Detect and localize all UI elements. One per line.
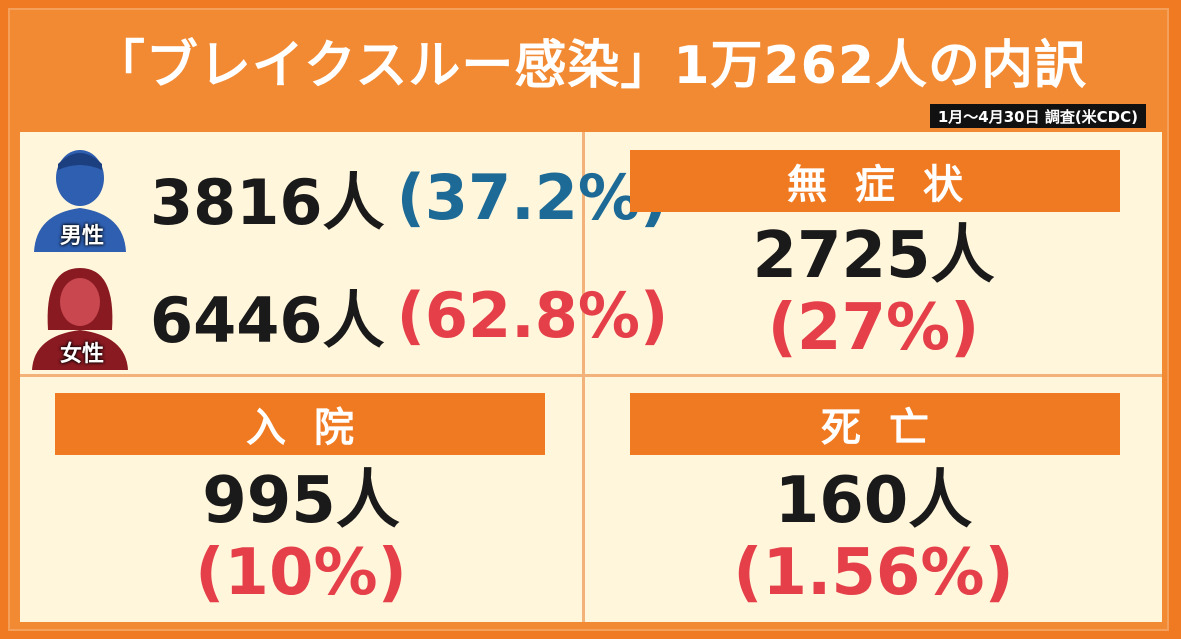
male-count: 3816人: [150, 166, 385, 239]
hospitalized-header: 入院: [55, 393, 545, 455]
female-row: 女性 6446人 (62.8%): [20, 260, 668, 370]
male-avatar-icon: 男性: [20, 142, 130, 252]
death-percent: (1.56%): [733, 536, 1014, 610]
hospitalized-count: 995人: [202, 464, 400, 538]
gender-panel: 男性 3816人 (37.2%) 女性 6446人 (62.8%): [20, 132, 668, 377]
asymptomatic-header: 無症状: [630, 150, 1120, 212]
male-label: 男性: [60, 224, 105, 249]
asymptomatic-percent: (27%): [767, 291, 980, 365]
hospitalized-percent: (10%): [195, 536, 407, 610]
hospitalized-panel: 入院 995人 (10%): [20, 377, 585, 622]
page-title: 「ブレイクスルー感染」1万262人の内訳: [92, 35, 1088, 96]
asymptomatic-count: 2725人: [752, 219, 995, 293]
death-panel: 死亡 160人 (1.56%): [585, 377, 1162, 622]
source-note: 1月～4月30日 調査(米CDC): [929, 104, 1146, 128]
female-percent: (62.8%): [396, 278, 669, 352]
stats-grid: 男性 3816人 (37.2%) 女性 6446人 (62.8%) 無症状 27…: [20, 132, 1162, 622]
death-count: 160人: [774, 464, 973, 538]
female-label: 女性: [60, 342, 105, 367]
asymptomatic-panel: 無症状 2725人 (27%): [585, 132, 1162, 377]
female-count: 6446人: [150, 284, 385, 357]
death-header: 死亡: [630, 393, 1120, 455]
male-percent: (37.2%): [396, 160, 669, 234]
female-avatar-icon: 女性: [20, 260, 130, 370]
male-row: 男性 3816人 (37.2%): [20, 142, 668, 252]
